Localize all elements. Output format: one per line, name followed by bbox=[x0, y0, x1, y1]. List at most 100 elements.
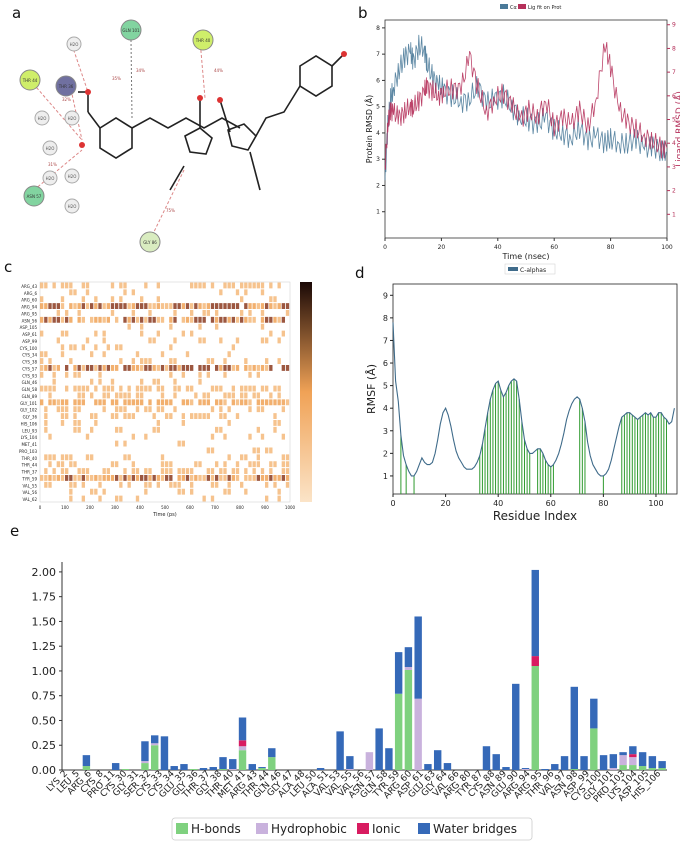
contact-cell bbox=[260, 365, 265, 371]
contact-cell bbox=[181, 399, 185, 406]
contact-cell bbox=[60, 461, 65, 468]
contact-cell bbox=[210, 495, 215, 502]
contact-cell bbox=[277, 337, 281, 344]
contact-cell bbox=[65, 365, 69, 371]
bar-segment bbox=[658, 761, 666, 769]
contact-cell bbox=[173, 365, 177, 371]
contact-cell bbox=[115, 303, 119, 309]
legend-swatch bbox=[508, 267, 518, 271]
contact-cell bbox=[44, 303, 48, 309]
contact-cell bbox=[277, 399, 281, 406]
contact-cell bbox=[119, 344, 123, 351]
contact-cell bbox=[102, 351, 106, 358]
legend-swatch bbox=[357, 823, 369, 834]
contact-cell bbox=[206, 399, 210, 406]
contact-cell bbox=[60, 454, 65, 461]
contact-cell bbox=[69, 495, 73, 502]
bar-segment bbox=[316, 768, 325, 770]
contact-cell bbox=[69, 358, 73, 364]
contact-cell bbox=[60, 420, 65, 426]
contact-cell bbox=[135, 406, 140, 413]
contact-cell bbox=[119, 296, 123, 303]
contact-cell bbox=[135, 392, 140, 399]
contact-cell bbox=[223, 433, 227, 440]
contact-cell bbox=[202, 310, 206, 316]
contact-cell bbox=[281, 316, 285, 323]
bar-segment bbox=[238, 750, 247, 770]
contact-cell bbox=[156, 426, 160, 433]
y-tick-label: 0.75 bbox=[32, 690, 57, 703]
contact-cell bbox=[69, 289, 73, 296]
y-tick-label: 2 bbox=[383, 449, 388, 458]
contact-cell bbox=[60, 475, 65, 481]
contact-cell bbox=[256, 426, 260, 433]
contact-cell bbox=[52, 303, 56, 309]
contact-cell bbox=[123, 365, 127, 371]
contact-cell bbox=[140, 303, 144, 309]
contact-cell bbox=[210, 468, 215, 474]
contact-cell bbox=[165, 468, 169, 474]
contact-cell bbox=[252, 392, 256, 399]
contact-cell bbox=[160, 392, 165, 399]
residue-label: VAL_56 bbox=[22, 490, 37, 495]
y-tick-label: 7 bbox=[383, 336, 388, 345]
contact-cell bbox=[173, 310, 177, 316]
bar-segment bbox=[82, 766, 91, 770]
contact-cell bbox=[227, 454, 231, 461]
contact-cell bbox=[85, 475, 90, 481]
contact-cell bbox=[69, 454, 73, 461]
contact-cell bbox=[131, 303, 135, 309]
contact-cell bbox=[94, 303, 98, 309]
contact-cell bbox=[115, 495, 119, 502]
y-tick-label: 2 bbox=[376, 182, 380, 189]
bar-segment bbox=[258, 767, 266, 769]
contact-cell bbox=[281, 468, 285, 474]
contact-cell bbox=[185, 303, 190, 309]
contact-cell bbox=[115, 426, 119, 433]
contact-cell bbox=[140, 378, 144, 385]
contact-cell bbox=[227, 351, 231, 358]
contact-cell bbox=[77, 426, 81, 433]
contact-cell bbox=[160, 351, 165, 358]
water-node bbox=[42, 170, 58, 186]
contact-cell bbox=[90, 378, 94, 385]
residue-label: LYS_104 bbox=[21, 435, 38, 440]
contact-cell bbox=[169, 468, 173, 474]
panel-label-c: c bbox=[4, 258, 13, 276]
contact-cell bbox=[244, 475, 248, 481]
contact-cell bbox=[77, 385, 81, 392]
contact-cell bbox=[148, 316, 152, 323]
bar-segment bbox=[658, 768, 666, 770]
contact-cell bbox=[102, 406, 106, 413]
contact-cell bbox=[206, 392, 210, 399]
contact-cell bbox=[94, 365, 98, 371]
contact-cell bbox=[48, 392, 52, 399]
contact-cell bbox=[227, 488, 231, 495]
x-tick-label: 80 bbox=[607, 244, 615, 251]
contact-cell bbox=[269, 447, 273, 454]
contact-cell bbox=[215, 475, 219, 481]
contact-cell bbox=[231, 392, 235, 399]
bar-segment bbox=[531, 569, 539, 657]
contact-cell bbox=[152, 378, 156, 385]
contact-cell bbox=[260, 385, 265, 392]
contact-cell bbox=[169, 481, 173, 488]
residue-label: THR 44 bbox=[22, 78, 38, 83]
contact-cell bbox=[40, 316, 44, 323]
contact-cell bbox=[127, 303, 131, 309]
contact-cell bbox=[60, 468, 65, 474]
bar-segment bbox=[219, 769, 227, 770]
contact-cell bbox=[240, 399, 244, 406]
contact-cell bbox=[269, 282, 273, 289]
contact-cell bbox=[56, 399, 60, 406]
bar-segment bbox=[619, 765, 627, 770]
percent-label: 31% bbox=[48, 162, 57, 167]
bar-segment bbox=[619, 755, 627, 766]
y-tick-label: 0.50 bbox=[32, 714, 57, 727]
residue-label: GLY_101 bbox=[20, 401, 37, 406]
contact-cell bbox=[240, 481, 244, 488]
x-tick-label: 20 bbox=[440, 499, 450, 508]
contact-cell bbox=[40, 385, 44, 392]
contact-cell bbox=[106, 468, 110, 474]
residue-label: TYR_59 bbox=[21, 476, 37, 481]
